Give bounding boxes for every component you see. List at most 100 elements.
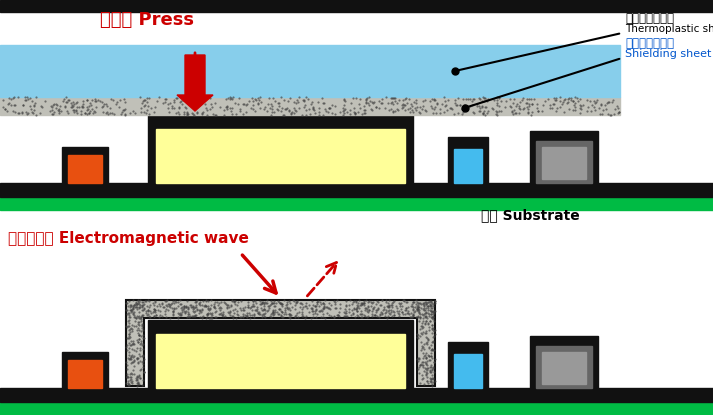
Point xyxy=(412,306,424,312)
Point xyxy=(387,101,399,108)
Point xyxy=(425,311,436,318)
Point xyxy=(62,96,73,103)
Point xyxy=(175,311,186,318)
Point xyxy=(428,106,439,112)
Point xyxy=(129,317,140,324)
Point xyxy=(22,110,34,116)
Point xyxy=(352,311,363,318)
Point xyxy=(476,98,487,104)
Point xyxy=(129,110,140,116)
Point xyxy=(186,313,198,320)
Point xyxy=(135,317,147,324)
Point xyxy=(269,302,280,309)
Point xyxy=(584,98,595,105)
Point xyxy=(185,102,196,108)
Point xyxy=(476,103,488,110)
Point xyxy=(243,98,255,104)
Point xyxy=(317,308,328,315)
Point xyxy=(602,111,613,117)
Point xyxy=(602,100,613,107)
Point xyxy=(414,356,425,363)
Point xyxy=(411,299,423,306)
Point xyxy=(79,110,91,117)
Point xyxy=(423,303,434,310)
Point xyxy=(133,374,144,381)
Point xyxy=(467,109,478,115)
Point xyxy=(131,355,143,361)
Point xyxy=(289,106,301,113)
Point xyxy=(416,339,427,345)
Point xyxy=(196,307,207,313)
Point xyxy=(126,377,138,384)
Point xyxy=(312,311,323,317)
Point xyxy=(208,300,220,307)
Point xyxy=(231,311,242,317)
Point xyxy=(200,297,212,304)
Point xyxy=(429,347,440,354)
Point xyxy=(548,94,560,101)
Point xyxy=(158,304,169,310)
Point xyxy=(385,309,396,315)
Point xyxy=(527,109,538,115)
Point xyxy=(82,105,93,112)
Point xyxy=(429,298,441,305)
Point xyxy=(133,332,144,339)
Point xyxy=(238,101,250,107)
Point xyxy=(409,308,421,315)
Point xyxy=(379,306,390,312)
Point xyxy=(406,314,418,321)
Point xyxy=(192,307,203,313)
Point xyxy=(417,364,429,371)
Point xyxy=(276,314,287,321)
Point xyxy=(375,100,386,107)
Point xyxy=(352,304,363,311)
Point xyxy=(413,108,424,115)
Point xyxy=(123,354,134,361)
Point xyxy=(414,325,426,332)
Point xyxy=(421,354,432,361)
Point xyxy=(412,307,424,314)
Point xyxy=(133,339,144,346)
Point xyxy=(131,382,143,389)
Point xyxy=(252,100,264,106)
Point xyxy=(300,94,312,100)
Point xyxy=(7,108,19,115)
Point xyxy=(338,312,349,319)
Point xyxy=(394,97,405,104)
Point xyxy=(426,298,437,305)
Point xyxy=(25,103,36,110)
Bar xyxy=(530,131,598,183)
Point xyxy=(270,98,281,104)
Point xyxy=(405,100,416,107)
Point xyxy=(426,308,437,315)
Point xyxy=(421,330,432,337)
Point xyxy=(126,322,138,328)
Point xyxy=(217,310,229,317)
Point xyxy=(569,100,580,106)
Point xyxy=(407,299,419,305)
Point xyxy=(135,339,147,346)
Point xyxy=(456,111,468,117)
Point xyxy=(293,94,304,100)
Point xyxy=(392,310,404,317)
Point xyxy=(330,305,342,311)
Point xyxy=(450,102,461,108)
Point xyxy=(154,303,165,309)
Point xyxy=(148,313,159,320)
Point xyxy=(481,110,492,116)
Point xyxy=(125,342,136,349)
Point xyxy=(425,378,436,385)
Point xyxy=(414,300,425,307)
Point xyxy=(402,106,414,112)
Point xyxy=(425,349,436,356)
Point xyxy=(279,106,290,112)
Point xyxy=(389,312,400,318)
Point xyxy=(389,309,400,315)
Point xyxy=(247,303,259,309)
Point xyxy=(123,331,135,338)
Point xyxy=(284,304,295,311)
Point xyxy=(298,103,309,110)
Point xyxy=(91,98,102,104)
Point xyxy=(138,369,150,375)
Point xyxy=(393,107,404,113)
